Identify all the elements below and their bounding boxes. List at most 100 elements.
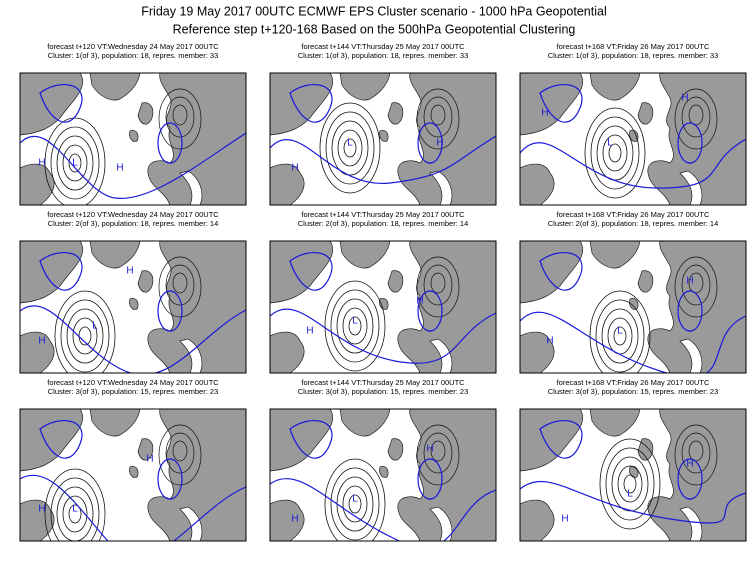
map-frame [269, 240, 497, 374]
contour [611, 456, 649, 512]
pressure-label: L [352, 316, 358, 327]
contour [44, 468, 106, 541]
map-frame [519, 408, 747, 542]
contour [165, 96, 195, 138]
blue-contour [677, 122, 703, 164]
map: H L H [19, 240, 247, 374]
pressure-label: H [38, 158, 45, 169]
blue-contour [289, 84, 333, 123]
contour [158, 424, 202, 486]
contour [342, 485, 368, 523]
forecast-label: forecast t+120 VT:Wednesday 24 May 2017 … [47, 42, 219, 51]
forecast-label: forecast t+144 VT:Thursday 25 May 2017 0… [301, 378, 465, 387]
pressure-label: H [126, 266, 133, 277]
map-content [20, 241, 246, 373]
contour [348, 316, 362, 336]
cluster-label: Cluster: 2(of 3), population: 18, repres… [548, 219, 719, 228]
forecast-label: forecast t+120 VT:Wednesday 24 May 2017 … [47, 378, 219, 387]
pressure-label: H [681, 93, 688, 104]
pressure-label: H [38, 336, 45, 347]
pressure-label: H [116, 163, 123, 174]
contour [674, 88, 718, 150]
contour [681, 96, 711, 138]
contour [68, 504, 82, 524]
blue-contour [270, 308, 496, 364]
map: H L H [519, 408, 747, 542]
blue-contour [270, 478, 496, 541]
pressure-label: H [436, 138, 443, 149]
contour [165, 264, 195, 306]
contour [158, 88, 202, 150]
contour [602, 134, 628, 172]
contour [430, 104, 446, 126]
blue-contour [520, 138, 746, 189]
map-content [20, 409, 246, 541]
contour [681, 264, 711, 306]
contour [172, 440, 188, 462]
cluster-label: Cluster: 3(of 3), population: 15, repres… [298, 387, 469, 396]
contour [44, 117, 106, 205]
blue-contour [677, 290, 703, 332]
blue-contour [157, 122, 183, 164]
pressure-label: H [146, 454, 153, 465]
pressure-label: L [347, 138, 353, 149]
blue-contour [20, 132, 246, 199]
contour [158, 256, 202, 318]
pressure-label: L [352, 494, 358, 505]
contour [343, 138, 357, 158]
pressure-label: L [92, 321, 98, 332]
contour [423, 96, 453, 138]
cluster-label: Cluster: 2(of 3), population: 18, repres… [298, 219, 469, 228]
map-frame [19, 240, 247, 374]
blue-contour [270, 135, 496, 184]
map-frame [19, 408, 247, 542]
blue-contour [677, 458, 703, 500]
pressure-label: H [291, 163, 298, 174]
map-content [270, 241, 496, 373]
map-content [520, 73, 746, 205]
contour [62, 495, 88, 533]
forecast-label: forecast t+144 VT:Thursday 25 May 2017 0… [301, 210, 465, 219]
pressure-label: H [561, 514, 568, 525]
pressure-label: H [541, 108, 548, 119]
contour [589, 290, 651, 373]
contour [584, 107, 646, 199]
map-content [20, 73, 246, 205]
map-content [520, 409, 746, 541]
blue-contour [539, 420, 583, 459]
map: H L H [519, 240, 747, 374]
map-frame [269, 408, 497, 542]
pressure-label: L [617, 326, 623, 337]
pressure-label: H [686, 459, 693, 470]
pressure-label: H [546, 336, 553, 347]
pressure-label: L [607, 138, 613, 149]
pressure-label: H [416, 296, 423, 307]
blue-contour [157, 290, 183, 332]
contour [324, 458, 386, 541]
contour [165, 432, 195, 474]
blue-contour [417, 290, 443, 332]
contour [423, 432, 453, 474]
pressure-label: L [72, 158, 78, 169]
map: H L H [269, 240, 497, 374]
forecast-label: forecast t+120 VT:Wednesday 24 May 2017 … [47, 210, 219, 219]
contour [674, 424, 718, 486]
pressure-label: H [38, 504, 45, 515]
cluster-label: Cluster: 3(of 3), population: 15, repres… [48, 387, 219, 396]
map-content [270, 73, 496, 205]
blue-contour [417, 458, 443, 500]
contour [331, 120, 369, 176]
contour [342, 307, 368, 345]
map-frame [519, 240, 747, 374]
contour [423, 264, 453, 306]
pressure-label: H [686, 276, 693, 287]
contour [590, 116, 640, 190]
pressure-label: H [306, 326, 313, 337]
blue-contour [39, 252, 83, 291]
blue-contour [157, 458, 183, 500]
map-frame [269, 72, 497, 206]
map-content [270, 409, 496, 541]
blue-contour [20, 474, 246, 541]
blue-contour [417, 122, 443, 164]
title: Friday 19 May 2017 00UTC ECMWF EPS Clust… [141, 4, 607, 18]
